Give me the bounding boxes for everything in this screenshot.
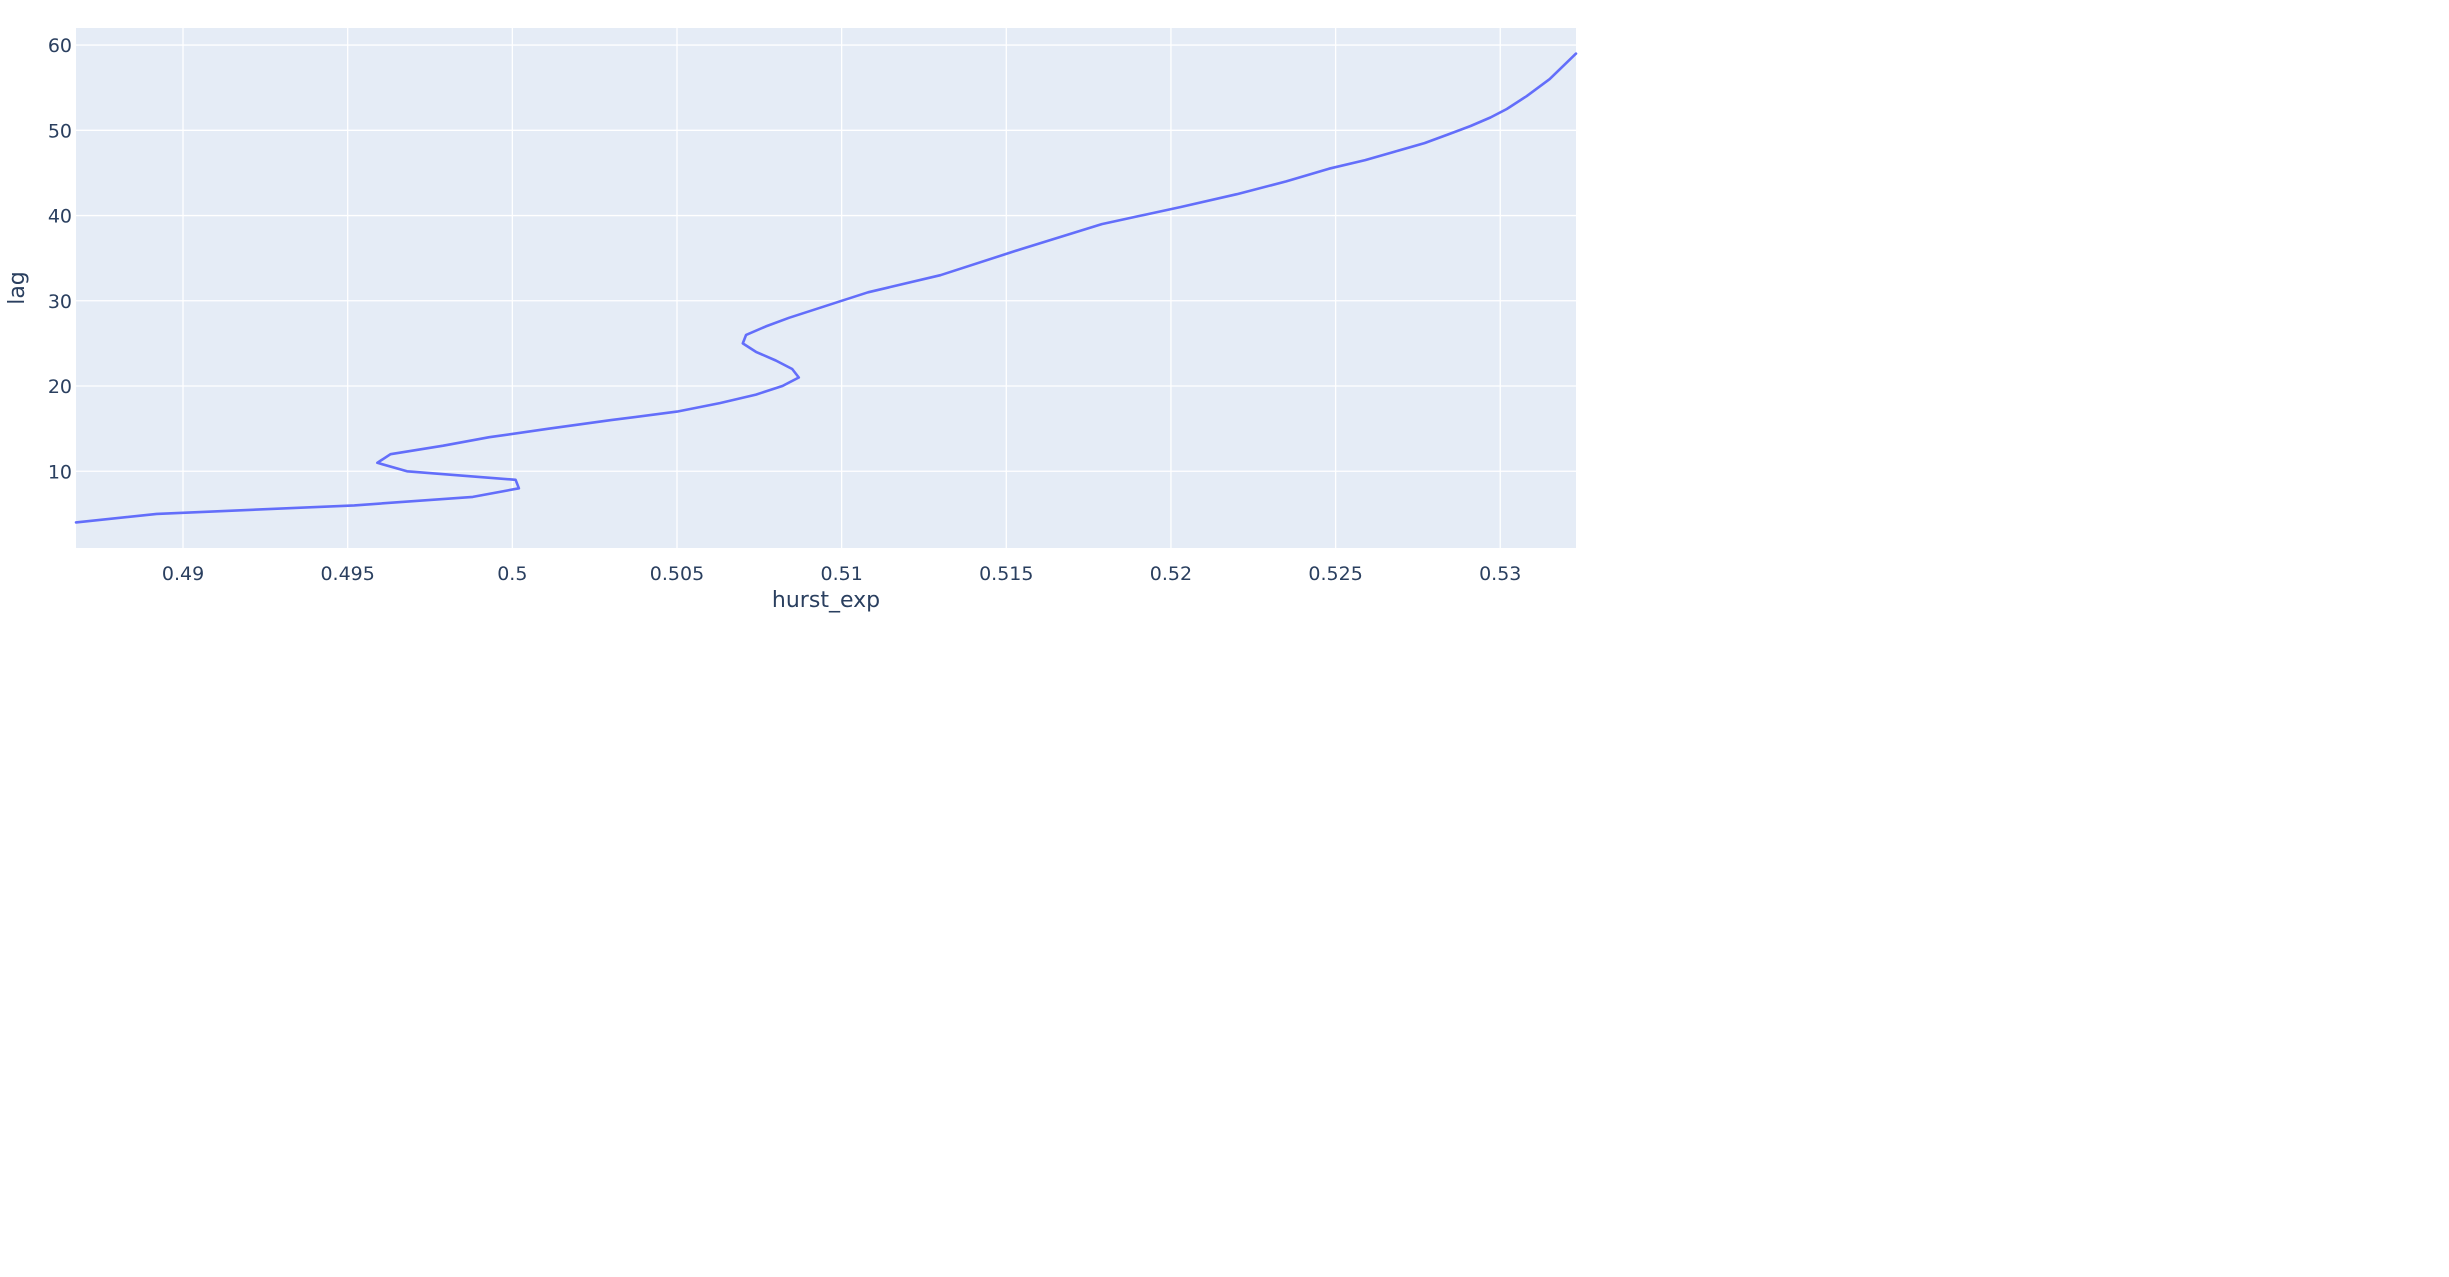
x-tick-label: 0.495 (320, 563, 374, 585)
y-axis-ticks: 10 20 30 40 50 60 (48, 35, 72, 483)
x-tick-label: 0.525 (1308, 563, 1362, 585)
x-tick-label: 0.51 (820, 563, 862, 585)
x-axis-title: hurst_exp (772, 588, 880, 613)
grid-lines (76, 28, 1576, 548)
plot-background (76, 28, 1576, 548)
x-axis-ticks: 0.49 0.495 0.5 0.505 0.51 0.515 0.52 0.525 0.53 (162, 563, 1522, 585)
y-tick-label: 40 (48, 206, 72, 228)
x-tick-label: 0.49 (162, 563, 204, 585)
x-tick-label: 0.515 (979, 563, 1033, 585)
series-line (74, 52, 1578, 524)
x-tick-label: 0.5 (497, 563, 527, 585)
x-tick-label: 0.505 (650, 563, 704, 585)
y-tick-label: 50 (48, 120, 72, 142)
x-tick-label: 0.52 (1150, 563, 1192, 585)
series-layer (74, 52, 1578, 524)
x-tick-label: 0.53 (1479, 563, 1521, 585)
y-tick-label: 30 (48, 291, 72, 313)
y-tick-label: 20 (48, 376, 72, 398)
y-tick-label: 10 (48, 461, 72, 483)
y-axis-title: lag (5, 271, 30, 305)
y-tick-label: 60 (48, 35, 72, 57)
